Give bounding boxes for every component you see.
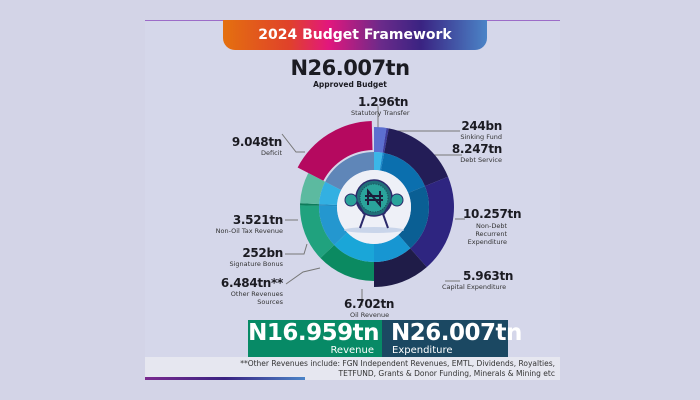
revenue-inner-slice-2 (319, 204, 338, 207)
footnote-line-2: TETFUND, Grants & Donor Funding, Mineral… (338, 369, 555, 378)
sinking-value: 244bn (461, 119, 502, 133)
expenditure-inner-slice-1 (379, 152, 385, 171)
sinking-label: Sinking Fund (460, 133, 502, 141)
expenditure-total-box: N26.007tn Expenditure (382, 320, 522, 357)
expenditure-slice-2 (384, 128, 449, 187)
approved-budget-value: N26.007tn (290, 56, 410, 80)
debt-label: Debt Service (460, 156, 502, 164)
footnote: **Other Revenues include: FGN Independen… (145, 357, 560, 380)
nondebt-label-3: Expenditure (467, 238, 507, 246)
revenue-slice-0 (320, 244, 374, 281)
revenue-total-box: N16.959tn Revenue (248, 320, 382, 357)
expenditure-inner-slice-2 (380, 152, 425, 193)
title-banner: 2024 Budget Framework (223, 20, 487, 50)
revenue-slice-4 (297, 121, 373, 181)
nonoil-label: Non-Oil Tax Revenue (215, 227, 283, 235)
revenue-slice-3 (300, 172, 326, 205)
nonoil-value: 3.521tn (232, 213, 283, 227)
expenditure-slice-1 (382, 127, 389, 153)
revenue-inner-slice-3 (319, 181, 342, 206)
other-label-2: Sources (257, 298, 283, 306)
other-value: 6.484tn** (220, 276, 283, 290)
revenue-slice-2 (300, 203, 320, 206)
revenue-total-label: Revenue (330, 345, 374, 356)
statutory-label: Statutory Transfer (351, 109, 410, 117)
revenue-slice-1 (300, 205, 335, 259)
expenditure-slice-0 (374, 127, 387, 153)
revenue-inner-slice-1 (319, 205, 348, 245)
revenue-inner-slice-0 (334, 232, 374, 262)
debt-value: 8.247tn (451, 142, 502, 156)
leader-line-signature (285, 243, 308, 255)
oil-label: Oil Revenue (350, 311, 390, 319)
expenditure-inner-slice-3 (398, 186, 429, 249)
footnote-line-1: **Other Revenues include: FGN Independen… (240, 359, 555, 368)
bottom-accent-line (145, 377, 305, 380)
other-label-1: Other Revenues (230, 290, 283, 298)
statutory-value: 1.296tn (358, 95, 409, 109)
signature-value: 252bn (242, 246, 283, 260)
leader-line-deficit (281, 133, 305, 153)
revenue-inner-slice-4 (325, 152, 374, 190)
capital-label: Capital Expenditure (442, 283, 507, 291)
expenditure-total-value: N26.007tn (391, 320, 522, 346)
expenditure-slice-3 (410, 176, 455, 268)
approved-budget-label: Approved Budget (313, 80, 387, 89)
expenditure-slice-4 (374, 248, 427, 287)
deficit-value: 9.048tn (231, 135, 282, 149)
donut-slices (297, 121, 455, 287)
oil-value: 6.702tn (344, 297, 395, 311)
nondebt-label-2: Recurrent (475, 230, 507, 238)
leader-line-other (285, 267, 321, 285)
expenditure-inner-slice-0 (374, 152, 383, 171)
deficit-label: Deficit (260, 149, 282, 157)
signature-label: Signature Bonus (229, 260, 284, 268)
expenditure-inner-slice-4 (374, 234, 411, 262)
capital-value: 5.963tn (463, 269, 514, 283)
revenue-total-value: N16.959tn (248, 320, 379, 346)
naira-coin-mascot-icon (344, 179, 404, 233)
expenditure-total-label: Expenditure (392, 345, 453, 356)
nondebt-value: 10.257tn (463, 207, 522, 221)
nondebt-label-1: Non-Debt (476, 222, 507, 230)
